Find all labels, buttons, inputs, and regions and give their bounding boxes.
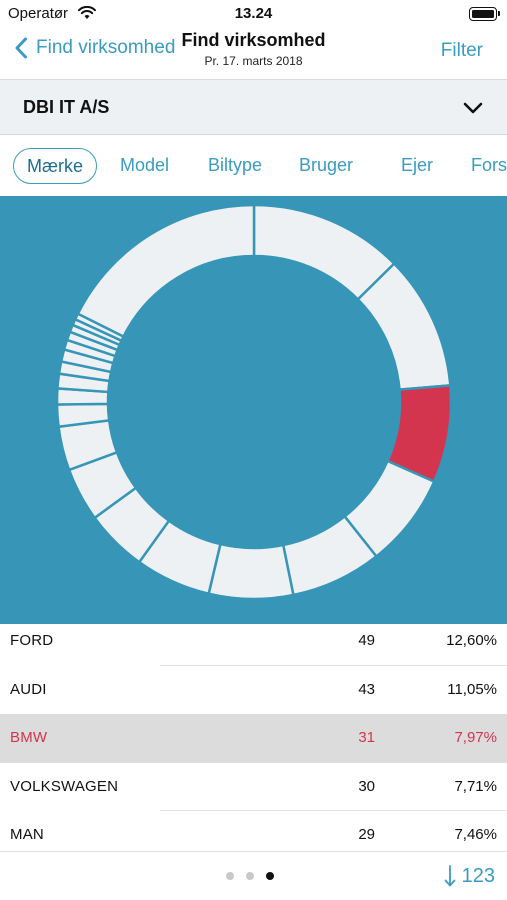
sort-button[interactable]: 123 — [444, 864, 495, 888]
status-time: 13.24 — [234, 5, 273, 22]
row-percentage: 7,71% — [454, 777, 497, 795]
navigation-bar: Find virksomhed Find virksomhed Pr. 17. … — [0, 28, 507, 80]
category-tabs: Mærke Model Biltype Bruger Ejer Fors — [0, 135, 507, 196]
nav-title-block: Find virksomhed Pr. 17. marts 2018 — [150, 30, 357, 68]
tab-bruger[interactable]: Bruger — [299, 155, 354, 175]
donut-slice[interactable] — [76, 203, 256, 339]
filter-button[interactable]: Filter — [440, 40, 483, 61]
status-bar: Operatør 13.24 — [0, 0, 507, 28]
battery-icon — [469, 7, 500, 21]
page-indicator — [226, 872, 274, 880]
row-percentage: 7,97% — [454, 729, 497, 746]
donut-slice[interactable] — [207, 542, 295, 601]
row-percentage: 7,46% — [454, 826, 497, 843]
row-count: 43 — [358, 680, 375, 698]
row-count: 31 — [358, 729, 375, 746]
row-divider — [160, 810, 507, 811]
chevron-down-icon — [463, 102, 483, 114]
page-title: Find virksomhed — [181, 30, 326, 50]
company-name: DBI IT A/S — [23, 97, 110, 117]
table-row[interactable]: AUDI 43 11,05% — [0, 666, 507, 715]
brand-donut-chart — [0, 196, 507, 624]
back-button[interactable]: Find virksomhed — [14, 37, 175, 59]
row-brand-name: VOLKSWAGEN — [10, 777, 119, 795]
arrow-down-icon — [444, 865, 456, 887]
row-count: 49 — [358, 632, 375, 649]
row-divider — [160, 664, 507, 666]
table-row[interactable]: FORD 49 12,60% — [0, 617, 507, 666]
back-button-label: Find virksomhed — [36, 37, 176, 58]
page-dot-3[interactable] — [266, 872, 274, 880]
row-brand-name: FORD — [10, 632, 54, 649]
row-brand-name: AUDI — [10, 680, 47, 698]
row-percentage: 12,60% — [446, 632, 497, 649]
brand-table: FORD 49 12,60% AUDI 43 11,05% BMW 31 7,9… — [0, 617, 507, 860]
row-percentage: 11,05% — [447, 680, 497, 698]
tab-model[interactable]: Model — [120, 155, 170, 175]
table-row[interactable]: MAN 29 7,46% — [0, 811, 507, 860]
row-count: 30 — [358, 777, 375, 795]
tab-biltype[interactable]: Biltype — [208, 155, 263, 175]
tab-maerke[interactable]: Mærke — [13, 148, 98, 184]
bottom-toolbar: 123 — [0, 851, 507, 900]
wifi-icon — [78, 6, 96, 19]
donut-chart-svg — [55, 203, 453, 601]
table-row-selected[interactable]: BMW 31 7,97% — [0, 714, 507, 763]
row-count: 29 — [358, 826, 375, 843]
chevron-left-icon — [15, 37, 27, 59]
tab-ejer[interactable]: Ejer — [401, 155, 434, 175]
page-dot-2[interactable] — [246, 872, 254, 880]
carrier-label: Operatør — [8, 5, 69, 22]
table-row[interactable]: VOLKSWAGEN 30 7,71% — [0, 763, 507, 811]
company-selector[interactable]: DBI IT A/S — [0, 80, 507, 135]
row-brand-name: MAN — [10, 826, 44, 843]
row-brand-name: BMW — [10, 729, 48, 746]
sort-label: 123 — [461, 864, 495, 887]
page-dot-1[interactable] — [226, 872, 234, 880]
tab-fors[interactable]: Fors — [471, 155, 507, 175]
page-subtitle: Pr. 17. marts 2018 — [204, 54, 303, 68]
